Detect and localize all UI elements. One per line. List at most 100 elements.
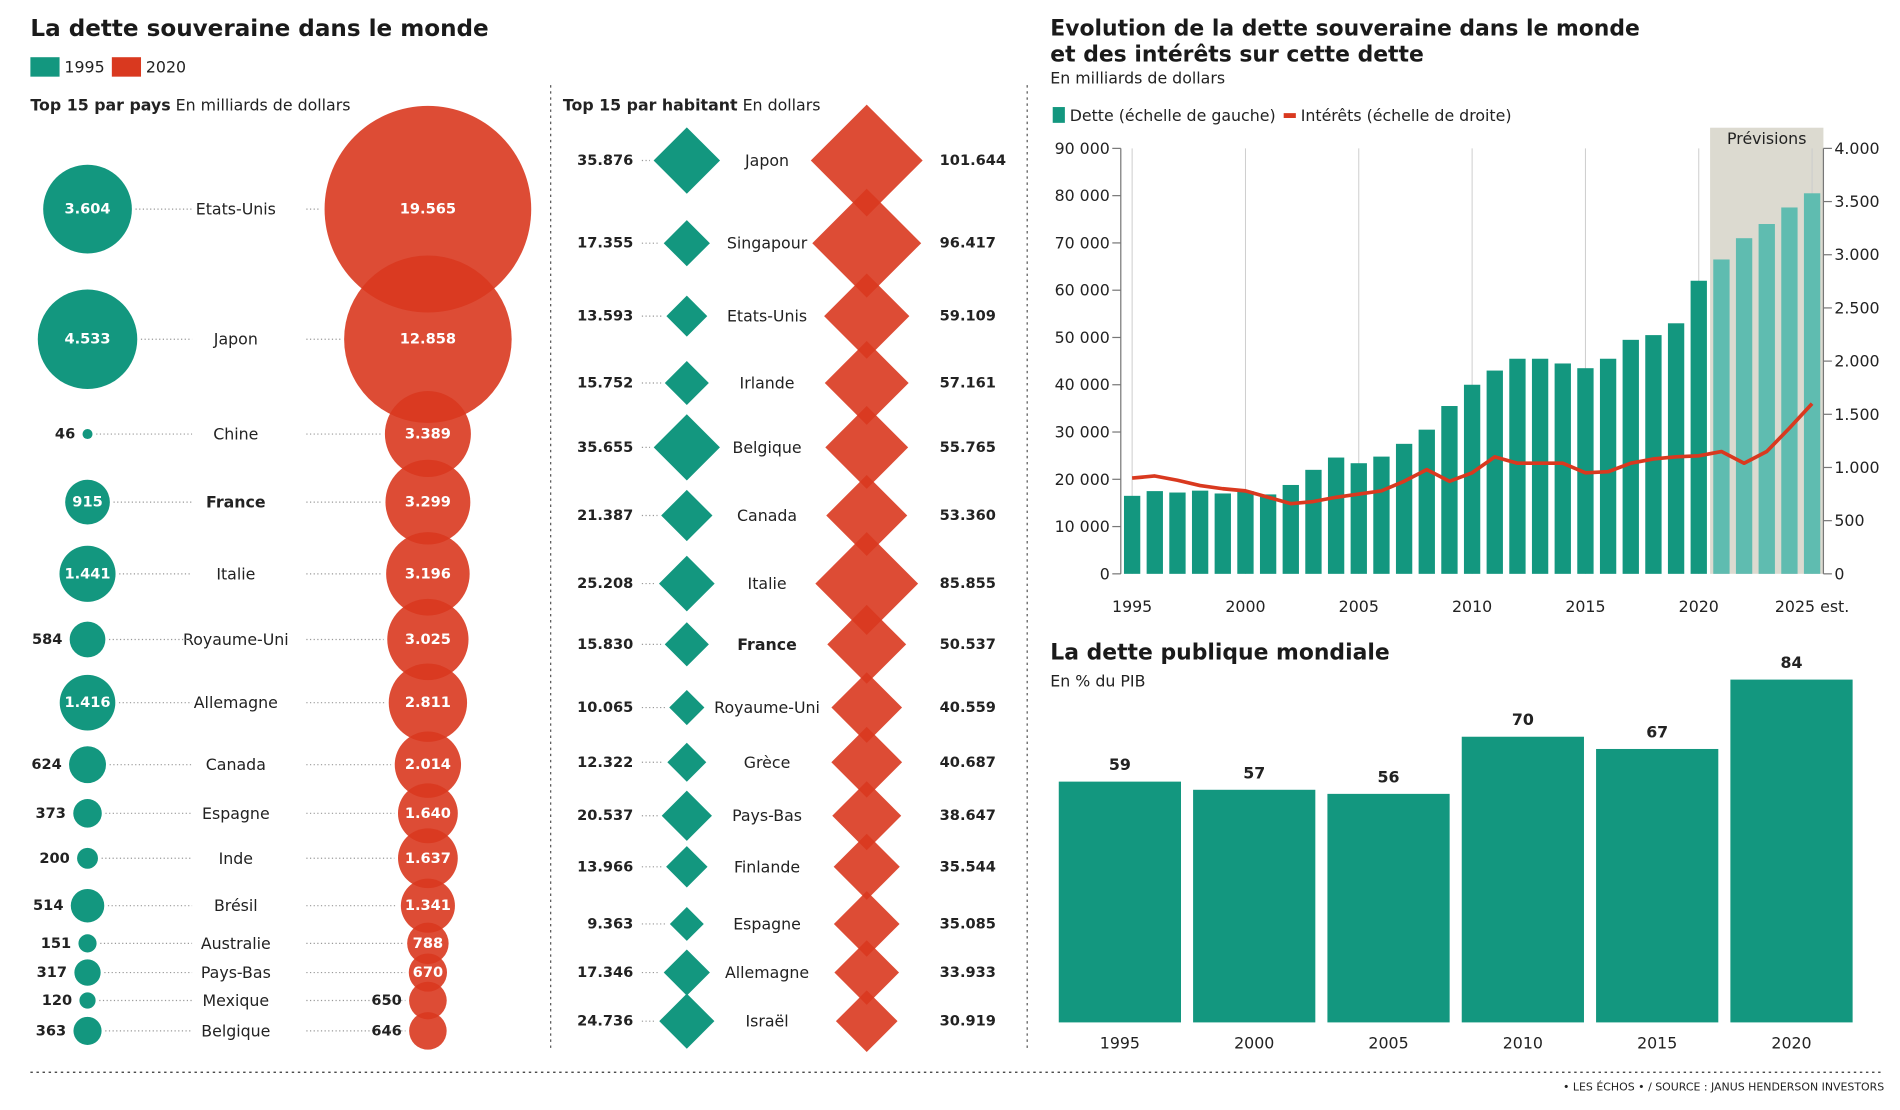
bubble <box>409 1012 447 1050</box>
x-tick-label: 2010 <box>1503 1034 1543 1053</box>
bar <box>1599 358 1617 574</box>
value-label: 96.417 <box>940 235 996 252</box>
bubble <box>384 391 471 478</box>
bar <box>1123 495 1141 574</box>
diamond <box>666 295 708 337</box>
diamond <box>659 993 715 1049</box>
category-label: Allemagne <box>725 963 809 982</box>
x-tick-label: 1995 <box>1100 1034 1140 1053</box>
y-tick-label: 50 000 <box>1055 328 1110 347</box>
legend-swatch <box>1052 107 1065 123</box>
category-label: Espagne <box>202 804 270 823</box>
value-label: 1.441 <box>64 565 110 582</box>
bubble <box>43 164 132 254</box>
bar <box>1730 679 1853 1023</box>
bar <box>1305 469 1322 574</box>
annotation: Prévisions <box>1727 129 1806 148</box>
diamond <box>669 906 704 941</box>
value-label: 2.811 <box>405 694 451 711</box>
category-label: Etats-Unis <box>727 307 807 326</box>
y2-tick-label: 2.500 <box>1834 298 1879 317</box>
diamond <box>664 360 709 406</box>
value-label: 20.537 <box>577 807 633 824</box>
category-label: Mexique <box>203 991 270 1010</box>
legend-label: 2020 <box>146 57 186 76</box>
y2-tick-label: 1.500 <box>1834 405 1879 424</box>
legend-label: Dette (échelle de gauche) <box>1070 106 1276 125</box>
bar <box>1441 406 1458 574</box>
category-label: Italie <box>748 574 787 593</box>
diamond <box>658 555 715 612</box>
value-label: 24.736 <box>577 1013 633 1030</box>
bar <box>1395 443 1413 574</box>
y2-tick-label: 3.500 <box>1834 192 1879 211</box>
value-label: 9.363 <box>587 915 633 932</box>
bar <box>1803 193 1821 574</box>
diamond <box>669 689 705 726</box>
bar <box>1259 494 1277 574</box>
diamond <box>831 672 903 743</box>
value-label: 40.687 <box>940 754 996 771</box>
main-title: La dette souveraine dans le monde <box>30 16 488 42</box>
bubble <box>59 674 116 731</box>
bar <box>1193 789 1316 1023</box>
value-label: 35.085 <box>940 915 996 932</box>
chart-title: Top 15 par pays <box>30 95 170 114</box>
bubble <box>344 255 512 423</box>
category-label: Allemagne <box>194 693 278 712</box>
value-label: 57 <box>1243 763 1265 782</box>
bar <box>1373 456 1390 574</box>
category-label: France <box>737 635 797 654</box>
line <box>1131 402 1814 506</box>
y2-tick-label: 0 <box>1834 564 1844 583</box>
diamond <box>833 833 900 900</box>
chart-title: Top 15 par habitant En dollars <box>563 95 821 114</box>
value-label: 35.544 <box>940 858 996 875</box>
category-label: Italie <box>216 564 255 583</box>
diamond <box>663 220 710 267</box>
value-label: 670 <box>413 964 443 981</box>
value-label: 915 <box>72 494 102 511</box>
diamond <box>833 891 900 957</box>
value-label: 788 <box>413 935 443 952</box>
value-label: 85.855 <box>940 575 996 592</box>
category-label: Japon <box>744 151 789 170</box>
value-label: 57.161 <box>940 374 996 391</box>
category-label: Australie <box>201 934 271 953</box>
diamond <box>812 188 922 298</box>
x-tick-label: 2005 <box>1339 597 1379 616</box>
bubble <box>394 731 462 798</box>
category-label: Inde <box>219 849 253 868</box>
value-label: 25.208 <box>577 575 633 592</box>
category-label: Espagne <box>733 914 801 933</box>
bubble <box>37 289 138 389</box>
value-label: 84 <box>1781 653 1803 672</box>
chart-subtitle: En % du PIB <box>1050 671 1145 690</box>
chart-title: La dette publique mondiale <box>1050 640 1389 665</box>
bubble <box>78 934 97 953</box>
category-label: Canada <box>737 506 797 525</box>
bubble <box>70 888 105 923</box>
chart-subtitle: En dollars <box>743 95 821 114</box>
x-tick-label: 2025 est. <box>1775 597 1849 616</box>
value-label: 17.346 <box>577 964 633 981</box>
bubble <box>409 981 447 1020</box>
value-label: 1.640 <box>405 805 451 822</box>
value-label: 101.644 <box>940 152 1006 169</box>
y-tick-label: 70 000 <box>1055 233 1110 252</box>
value-label: 1.341 <box>405 897 451 914</box>
category-label: Japon <box>213 330 258 349</box>
y-tick-label: 40 000 <box>1055 375 1110 394</box>
bubble <box>324 105 532 313</box>
y-tick-label: 90 000 <box>1055 139 1110 158</box>
bar <box>1237 491 1254 574</box>
category-label: France <box>206 493 266 512</box>
bar <box>1735 238 1753 574</box>
bubble <box>397 783 458 844</box>
x-tick-label: 2020 <box>1771 1034 1811 1053</box>
value-label: 3.299 <box>405 494 451 511</box>
chart-title: Top 15 par habitant <box>563 95 738 114</box>
category-label: Brésil <box>214 896 258 915</box>
bubble <box>69 746 106 784</box>
bubble <box>74 959 101 986</box>
